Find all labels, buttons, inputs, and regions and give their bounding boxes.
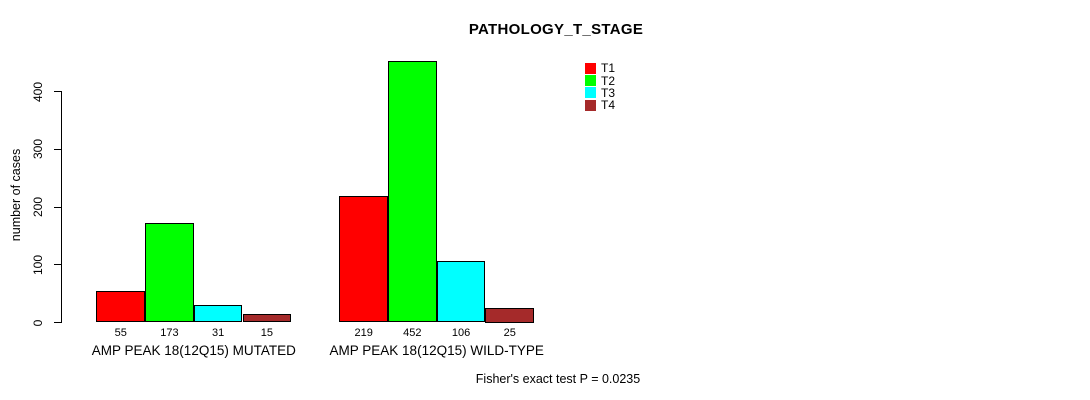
bar-t4-group1 xyxy=(242,313,292,323)
legend-item-t3: T3 xyxy=(585,87,615,99)
bar-t1-group1 xyxy=(96,290,146,323)
bar-value-label: 25 xyxy=(503,327,516,339)
y-axis-label-text: number of cases xyxy=(9,148,23,242)
y-axis-line xyxy=(61,91,62,323)
bar-value-label: 31 xyxy=(212,327,225,339)
chart-title: PATHOLOGY_T_STAGE xyxy=(468,21,644,38)
bar-value-label: 106 xyxy=(451,327,471,339)
bar-t2-group1 xyxy=(145,222,194,323)
legend-item-t4: T4 xyxy=(585,99,615,111)
y-tick-mark xyxy=(54,264,61,266)
bar-value-label: 452 xyxy=(403,327,422,339)
legend-label: T4 xyxy=(601,98,616,113)
legend-label: T1 xyxy=(601,61,616,76)
group-label: AMP PEAK 18(12Q15) MUTATED xyxy=(91,343,296,358)
bar-value-label: 173 xyxy=(160,327,179,339)
y-tick-label-text: 200 xyxy=(31,196,45,218)
bar-t4-group2 xyxy=(485,308,535,323)
legend-swatch-t4 xyxy=(585,99,596,111)
bar-value-label: 15 xyxy=(260,327,273,339)
y-tick-label-text: 300 xyxy=(31,139,45,160)
legend-label: T3 xyxy=(601,85,616,100)
legend-item-t2: T2 xyxy=(585,73,616,88)
legend-swatch-t2 xyxy=(585,75,596,87)
y-tick-label-text: 100 xyxy=(31,254,45,275)
y-tick-mark xyxy=(54,148,61,150)
y-tick-label-text: 400 xyxy=(31,81,45,102)
group-label: AMP PEAK 18(12Q15) WILD-TYPE xyxy=(329,343,544,358)
bar-t3-group1 xyxy=(193,304,243,323)
legend-label: T2 xyxy=(601,73,616,88)
legend-item-t1: T1 xyxy=(585,62,615,74)
legend-swatch-t3 xyxy=(585,87,596,99)
bar-value-label: 219 xyxy=(354,327,373,339)
y-tick-mark xyxy=(54,206,61,208)
legend-swatch-t1 xyxy=(585,62,596,74)
bar-t3-group2 xyxy=(436,261,486,323)
fisher-test-annotation: Fisher's exact test P = 0.0235 xyxy=(475,372,641,386)
y-tick-mark xyxy=(54,91,61,92)
bar-t1-group2 xyxy=(339,196,388,323)
y-tick-label-text: 0 xyxy=(31,319,45,326)
y-tick-mark xyxy=(54,322,61,323)
legend: T1 T2 T3 T4 xyxy=(585,62,615,112)
bar-value-label: 55 xyxy=(114,327,127,339)
bar-t2-group2 xyxy=(388,61,437,323)
